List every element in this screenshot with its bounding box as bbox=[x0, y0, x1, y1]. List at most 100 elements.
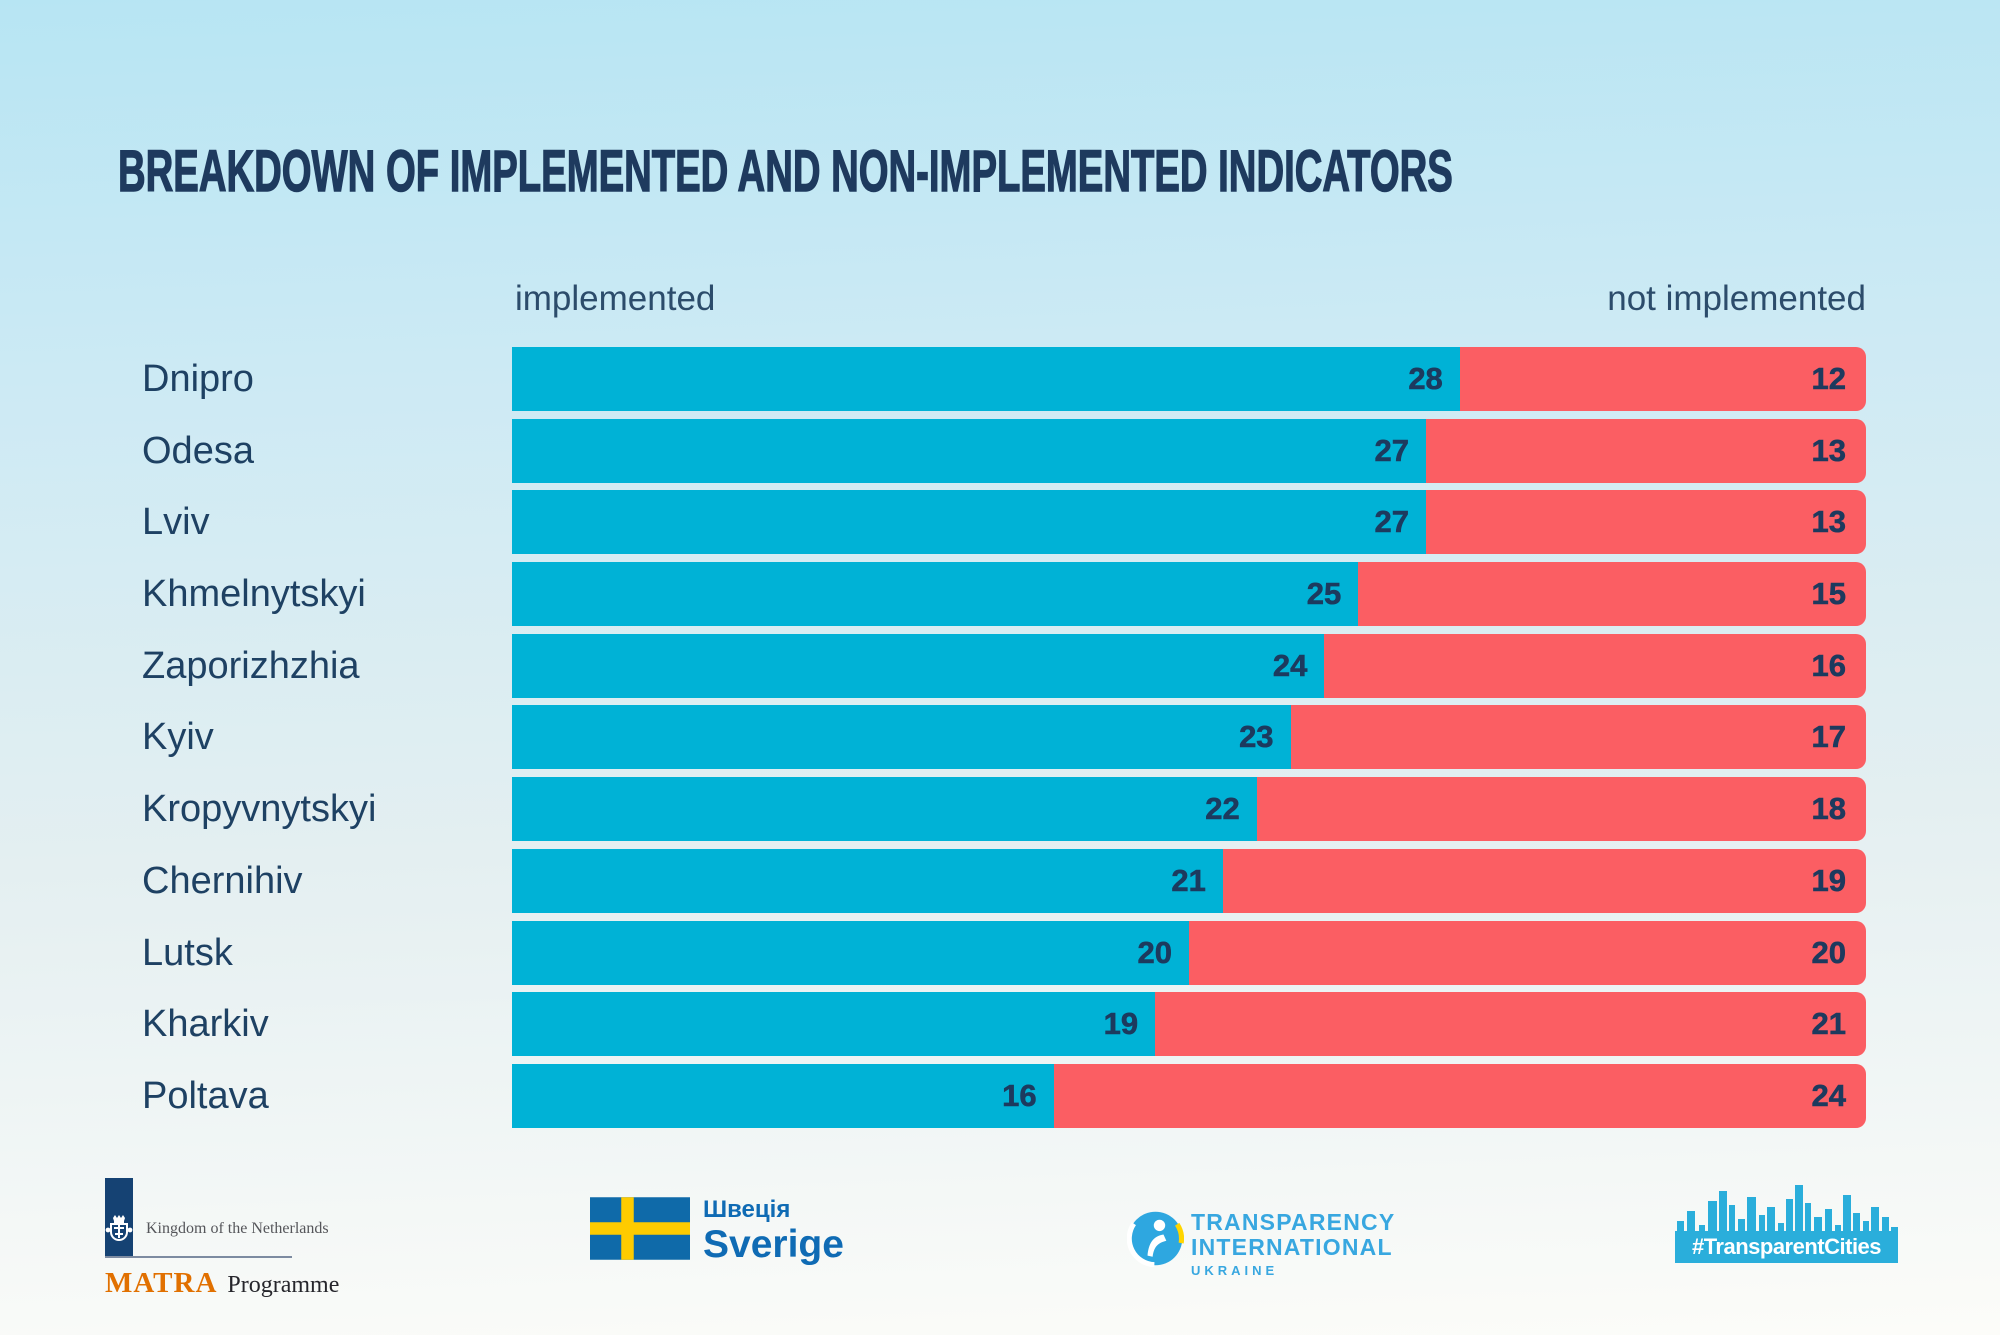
implemented-segment: 25 bbox=[512, 562, 1359, 627]
sweden-name-swedish: Sverige bbox=[703, 1223, 844, 1266]
not-implemented-segment: 13 bbox=[1425, 418, 1866, 483]
bar-label: Kropyvnytskyi bbox=[142, 788, 377, 831]
implemented-value: 19 bbox=[1103, 1006, 1139, 1042]
chart-row: Lviv 27 13 bbox=[142, 490, 1866, 555]
bar-label: Kyiv bbox=[142, 716, 214, 759]
chart-row: Zaporizhzhia 24 16 bbox=[142, 633, 1866, 698]
ti-line3: UKRAINE bbox=[1191, 1263, 1279, 1278]
not-implemented-segment: 13 bbox=[1425, 490, 1866, 555]
ti-line2: INTERNATIONAL bbox=[1191, 1234, 1393, 1260]
legend-implemented: implemented bbox=[515, 279, 716, 318]
implemented-segment: 16 bbox=[512, 1063, 1054, 1128]
not-implemented-value: 24 bbox=[1811, 1077, 1846, 1114]
implemented-value: 27 bbox=[1374, 432, 1409, 468]
sweden-flag-icon bbox=[590, 1197, 690, 1265]
not-implemented-value: 12 bbox=[1811, 361, 1846, 397]
city-skyline-icon bbox=[1675, 1185, 1898, 1267]
transparency-international-logo: TRANSPARENCY INTERNATIONAL UKRAINE bbox=[1126, 1209, 1396, 1279]
chart-row: Kyiv 23 17 bbox=[142, 705, 1866, 770]
not-implemented-value: 15 bbox=[1811, 576, 1846, 612]
bar-label: Khmelnytskyi bbox=[142, 573, 366, 616]
not-implemented-value: 18 bbox=[1811, 791, 1846, 827]
not-implemented-value: 13 bbox=[1811, 432, 1846, 468]
chart-row: Dnipro 28 12 bbox=[142, 347, 1866, 411]
bar-label: Kharkiv bbox=[142, 1003, 269, 1046]
implemented-segment: 24 bbox=[512, 633, 1325, 698]
stacked-bar: 21 19 bbox=[512, 848, 1866, 913]
netherlands-name: Kingdom of the Netherlands bbox=[146, 1220, 329, 1237]
not-implemented-value: 19 bbox=[1811, 862, 1846, 899]
transparent-cities-logo: #TransparentCities bbox=[1675, 1183, 1898, 1263]
matra-programme-suffix: Programme bbox=[227, 1272, 340, 1298]
chart-row: Kropyvnytskyi 22 18 bbox=[142, 777, 1866, 842]
implemented-segment: 20 bbox=[512, 920, 1189, 985]
netherlands-logo-top: Kingdom of the Netherlands bbox=[105, 1178, 329, 1256]
not-implemented-segment: 21 bbox=[1155, 992, 1866, 1057]
legend-not-implemented: not implemented bbox=[1607, 279, 1866, 318]
sweden-logo: Швеція Sverige bbox=[590, 1197, 844, 1265]
implemented-value: 21 bbox=[1171, 862, 1206, 899]
implemented-value: 16 bbox=[1002, 1077, 1037, 1114]
matra-brand: MATRA bbox=[105, 1267, 218, 1299]
stacked-bar: 28 12 bbox=[512, 347, 1866, 411]
dutch-coat-of-arms-icon bbox=[105, 1214, 133, 1249]
stacked-bar: 20 20 bbox=[512, 920, 1866, 985]
bar-label: Zaporizhzhia bbox=[142, 644, 360, 687]
not-implemented-value: 21 bbox=[1811, 1006, 1846, 1042]
not-implemented-segment: 19 bbox=[1222, 848, 1866, 913]
netherlands-panel bbox=[105, 1178, 133, 1256]
matra-netherlands-logo: Kingdom of the Netherlands MATRA Programm… bbox=[105, 1178, 339, 1300]
not-implemented-value: 16 bbox=[1811, 647, 1846, 683]
stacked-bar: 24 16 bbox=[512, 633, 1866, 698]
bar-label: Odesa bbox=[142, 429, 254, 472]
transparent-cities-label: #TransparentCities bbox=[1691, 1234, 1882, 1259]
implemented-value: 23 bbox=[1239, 719, 1274, 755]
stacked-bar-chart: Dnipro 28 12 Odesa 27 13 Lviv 27 13 Khmelnytskyi 2… bbox=[142, 347, 1866, 1128]
bar-label: Dnipro bbox=[142, 358, 254, 400]
chart-row: Poltava 16 24 bbox=[142, 1063, 1866, 1128]
page-title: BREAKDOWN OF IMPLEMENTED AND NON-IMPLEME… bbox=[118, 138, 1454, 204]
implemented-value: 25 bbox=[1306, 576, 1342, 612]
not-implemented-segment: 20 bbox=[1189, 920, 1866, 985]
chart-row: Chernihiv 21 19 bbox=[142, 848, 1866, 913]
bar-label: Lviv bbox=[142, 501, 210, 544]
chart-row: Kharkiv 19 21 bbox=[142, 992, 1866, 1057]
bar-label: Chernihiv bbox=[142, 859, 303, 902]
not-implemented-segment: 17 bbox=[1290, 705, 1866, 770]
not-implemented-value: 13 bbox=[1811, 504, 1846, 540]
bar-label: Lutsk bbox=[142, 931, 233, 974]
not-implemented-segment: 12 bbox=[1459, 347, 1866, 411]
implemented-segment: 27 bbox=[512, 490, 1426, 555]
ti-globe-icon bbox=[1126, 1210, 1185, 1278]
implemented-segment: 28 bbox=[512, 347, 1460, 411]
not-implemented-segment: 18 bbox=[1256, 777, 1866, 842]
ti-line1: TRANSPARENCY bbox=[1191, 1209, 1396, 1235]
stacked-bar: 22 18 bbox=[512, 777, 1866, 842]
netherlands-divider bbox=[105, 1256, 292, 1258]
not-implemented-segment: 15 bbox=[1358, 562, 1866, 627]
stacked-bar: 19 21 bbox=[512, 992, 1866, 1057]
implemented-value: 24 bbox=[1272, 647, 1308, 683]
implemented-segment: 19 bbox=[512, 992, 1156, 1057]
implemented-segment: 21 bbox=[512, 848, 1223, 913]
implemented-value: 28 bbox=[1408, 361, 1443, 397]
implemented-segment: 23 bbox=[512, 705, 1291, 770]
stacked-bar: 27 13 bbox=[512, 490, 1866, 555]
implemented-segment: 27 bbox=[512, 418, 1426, 483]
chart-row: Odesa 27 13 bbox=[142, 418, 1866, 483]
chart-row: Khmelnytskyi 25 15 bbox=[142, 562, 1866, 627]
ti-text: TRANSPARENCY INTERNATIONAL UKRAINE bbox=[1191, 1209, 1396, 1279]
sweden-text: Швеція Sverige bbox=[703, 1197, 844, 1265]
stacked-bar: 23 17 bbox=[512, 705, 1866, 770]
not-implemented-value: 20 bbox=[1811, 934, 1846, 970]
not-implemented-segment: 16 bbox=[1324, 633, 1866, 698]
implemented-value: 22 bbox=[1205, 791, 1240, 827]
stacked-bar: 16 24 bbox=[512, 1063, 1866, 1128]
bar-label: Poltava bbox=[142, 1074, 269, 1117]
chart-row: Lutsk 20 20 bbox=[142, 920, 1866, 985]
matra-programme: MATRA Programme bbox=[105, 1267, 339, 1300]
implemented-value: 27 bbox=[1374, 504, 1409, 540]
stacked-bar: 27 13 bbox=[512, 418, 1866, 483]
sweden-name-ukrainian: Швеція bbox=[703, 1196, 791, 1223]
